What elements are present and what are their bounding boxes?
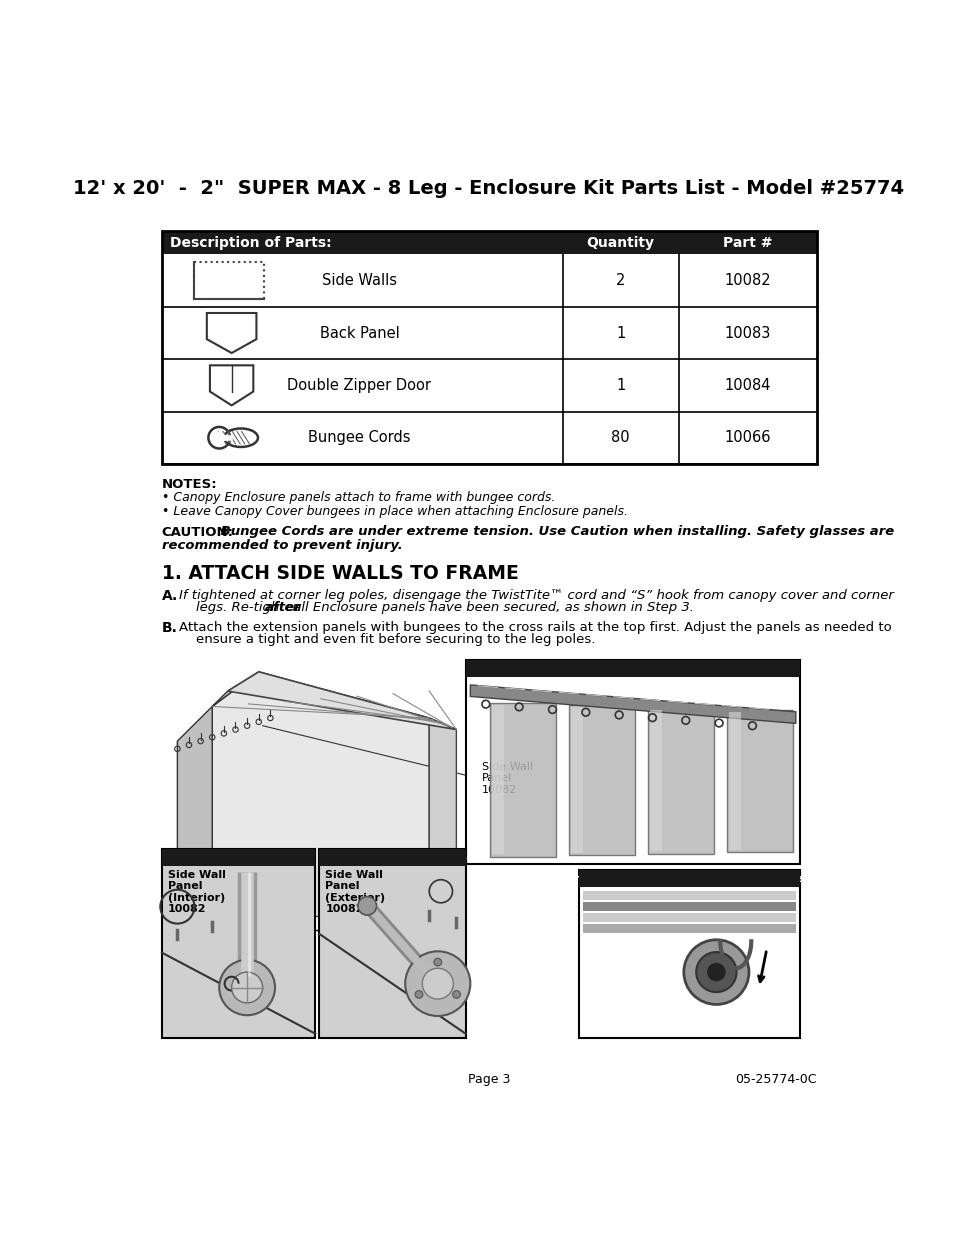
Bar	[578, 871, 799, 888]
Text: 1. ATTACH SIDE WALLS TO FRAME: 1. ATTACH SIDE WALLS TO FRAME	[162, 564, 518, 583]
Polygon shape	[429, 718, 456, 918]
Text: 10083: 10083	[724, 326, 770, 341]
Text: 10082: 10082	[723, 273, 770, 288]
Text: Bungee Cords: Bungee Cords	[308, 430, 411, 446]
Text: 1: 1	[616, 326, 624, 341]
Circle shape	[683, 940, 748, 1004]
Text: recommended to prevent injury.: recommended to prevent injury.	[162, 538, 402, 552]
Text: Interior View Side Wall Panel Setup: Interior View Side Wall Panel Setup	[522, 663, 743, 674]
Bar	[162, 254, 816, 306]
Bar	[466, 661, 799, 677]
Polygon shape	[228, 672, 456, 730]
Text: after: after	[265, 601, 301, 614]
Bar	[162, 848, 315, 1037]
Text: ensure a tight and even fit before securing to the leg poles.: ensure a tight and even fit before secur…	[179, 634, 595, 646]
Text: Description of Parts:: Description of Parts:	[170, 236, 331, 249]
Text: • Canopy Enclosure panels attach to frame with bungee cords.: • Canopy Enclosure panels attach to fram…	[162, 490, 555, 504]
Bar	[647, 708, 713, 853]
Text: Quantity: Quantity	[586, 236, 654, 249]
Text: Insert Bungee Cord Through Grommet: Insert Bungee Cord Through Grommet	[569, 874, 808, 884]
Bar	[582, 902, 795, 911]
Text: Bungee Cords are under extreme tension. Use Caution when installing. Safety glas: Bungee Cords are under extreme tension. …	[216, 526, 894, 538]
Bar	[492, 705, 503, 855]
Text: Interior View of Canopy Base Feet: Interior View of Canopy Base Feet	[166, 853, 338, 862]
Circle shape	[434, 958, 441, 966]
Polygon shape	[207, 312, 256, 353]
Bar	[582, 913, 795, 923]
Text: 1: 1	[616, 378, 624, 393]
Text: Side Wall
Panel
(Interior)
10082: Side Wall Panel (Interior) 10082	[168, 869, 226, 914]
Text: legs. Re-tighten: legs. Re-tighten	[179, 601, 305, 614]
Polygon shape	[177, 672, 258, 930]
Bar	[649, 710, 661, 851]
Bar	[162, 231, 816, 464]
Bar	[194, 262, 264, 299]
Text: NOTES:: NOTES:	[162, 478, 217, 490]
Bar	[726, 710, 792, 852]
Text: 2: 2	[616, 273, 625, 288]
Bar	[162, 359, 816, 411]
Text: 10084: 10084	[723, 378, 770, 393]
Circle shape	[357, 897, 376, 915]
Polygon shape	[470, 685, 795, 724]
Circle shape	[405, 951, 470, 1016]
Text: Back Panel: Back Panel	[319, 326, 399, 341]
Text: • Leave Canopy Cover bungees in place when attaching Enclosure panels.: • Leave Canopy Cover bungees in place wh…	[162, 505, 627, 519]
Text: B.: B.	[162, 621, 177, 635]
Bar	[582, 892, 795, 900]
Ellipse shape	[224, 429, 257, 447]
Text: Side Wall
Panel
(Exterior)
10082: Side Wall Panel (Exterior) 10082	[325, 869, 385, 914]
Bar	[728, 711, 740, 850]
Bar	[582, 924, 795, 932]
Circle shape	[213, 431, 225, 443]
Bar	[568, 705, 634, 855]
Bar	[319, 848, 465, 866]
Text: 80: 80	[611, 430, 629, 446]
Bar	[571, 708, 582, 852]
Text: CAUTION:: CAUTION:	[162, 526, 233, 538]
Circle shape	[422, 968, 453, 999]
Text: Page 3: Page 3	[467, 1073, 510, 1087]
Text: 05-25774-0C: 05-25774-0C	[735, 1073, 816, 1087]
Text: Side Wall
Panel
10082: Side Wall Panel 10082	[481, 762, 533, 795]
Text: Attach the extension panels with bungees to the cross rails at the top first. Ad: Attach the extension panels with bungees…	[179, 621, 891, 634]
Text: 10066: 10066	[723, 430, 770, 446]
Circle shape	[706, 963, 725, 982]
Bar	[578, 871, 799, 1037]
Text: 12' x 20'  -  2"  SUPER MAX - 8 Leg - Enclosure Kit Parts List - Model #25774: 12' x 20' - 2" SUPER MAX - 8 Leg - Enclo…	[73, 179, 903, 198]
Text: Part #: Part #	[722, 236, 772, 249]
Circle shape	[219, 960, 274, 1015]
Bar	[162, 231, 816, 254]
Text: A.: A.	[162, 589, 178, 603]
Bar	[162, 306, 816, 359]
Text: Exterior View of Canopy Base Feet: Exterior View of Canopy Base Feet	[323, 853, 497, 862]
Polygon shape	[212, 672, 429, 923]
Circle shape	[696, 952, 736, 992]
Polygon shape	[210, 366, 253, 405]
Text: all Enclosure panels have been secured, as shown in Step 3.: all Enclosure panels have been secured, …	[289, 601, 694, 614]
Text: Side Walls: Side Walls	[322, 273, 396, 288]
Bar	[162, 411, 816, 464]
Bar	[162, 848, 315, 866]
Text: Double Zipper Door: Double Zipper Door	[287, 378, 431, 393]
Bar	[319, 848, 465, 1037]
Circle shape	[232, 972, 262, 1003]
Text: If tightened at corner leg poles, disengage the TwistTite™ cord and “S” hook fro: If tightened at corner leg poles, diseng…	[179, 589, 893, 601]
Circle shape	[453, 990, 460, 998]
Circle shape	[415, 990, 422, 998]
Bar	[466, 661, 799, 864]
Bar	[489, 703, 555, 857]
